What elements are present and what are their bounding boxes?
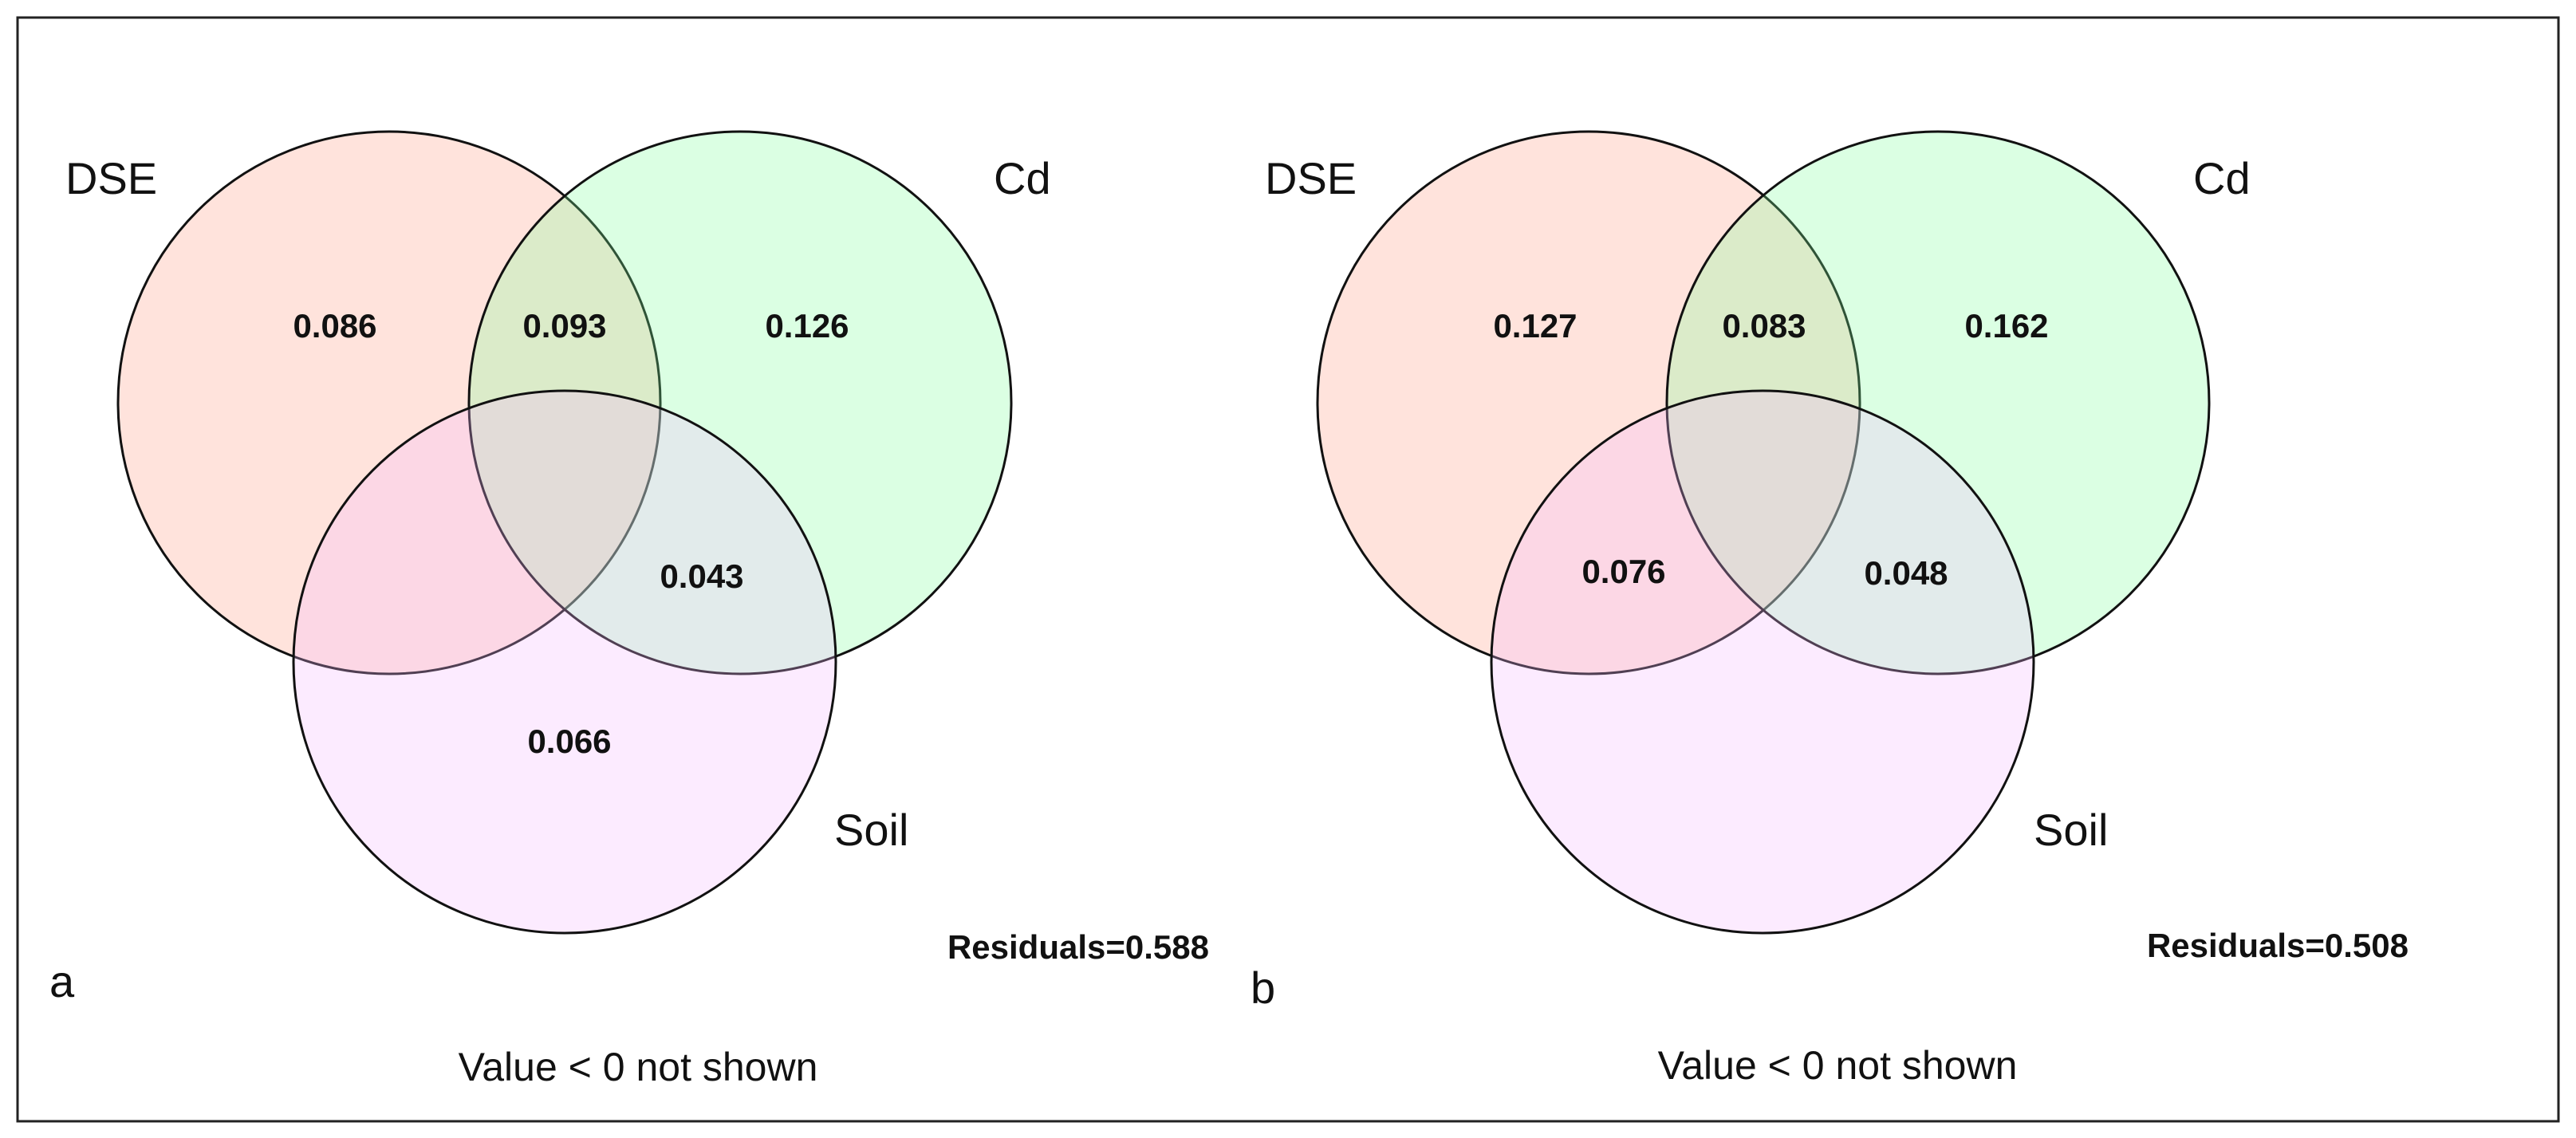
region-value-soil-only: 0.066 <box>527 723 611 760</box>
panel-letter-a: a <box>49 956 75 1006</box>
region-value-dse-cd: 0.093 <box>522 307 606 345</box>
circle-cd <box>467 130 1013 675</box>
residuals-label: Residuals=0.508 <box>2147 927 2409 964</box>
set-label-soil: Soil <box>834 805 908 855</box>
circle-soil <box>1490 389 2035 935</box>
region-value-cd-only: 0.126 <box>765 307 849 345</box>
region-value-cd-soil: 0.043 <box>660 557 743 595</box>
circle-dse <box>1316 130 1861 675</box>
circle-cd <box>1665 130 2211 675</box>
set-label-dse: DSE <box>1265 153 1357 203</box>
circle-dse <box>116 130 662 675</box>
panel-a: DSE Cd Soil 0.086 0.093 0.126 0.043 0.06… <box>49 130 1209 1089</box>
region-value-dse-only: 0.086 <box>293 307 376 345</box>
set-label-cd: Cd <box>2193 153 2251 203</box>
region-value-dse-cd: 0.083 <box>1722 307 1806 345</box>
panel-b: DSE Cd Soil 0.127 0.083 0.162 0.076 0.04… <box>1251 130 2409 1088</box>
residuals-label: Residuals=0.588 <box>947 928 1209 966</box>
region-value-cd-only: 0.162 <box>1964 307 2048 345</box>
circle-soil <box>292 389 837 935</box>
set-label-cd: Cd <box>994 153 1051 203</box>
note-label: Value < 0 not shown <box>459 1045 818 1089</box>
region-value-cd-soil: 0.048 <box>1864 554 1948 592</box>
region-value-dse-only: 0.127 <box>1493 307 1577 345</box>
set-label-dse: DSE <box>65 153 157 203</box>
panel-letter-b: b <box>1251 963 1275 1013</box>
set-label-soil: Soil <box>2034 805 2108 855</box>
region-value-dse-soil: 0.076 <box>1581 553 1665 590</box>
figure-border <box>16 16 2560 1123</box>
note-label: Value < 0 not shown <box>1658 1043 2018 1088</box>
